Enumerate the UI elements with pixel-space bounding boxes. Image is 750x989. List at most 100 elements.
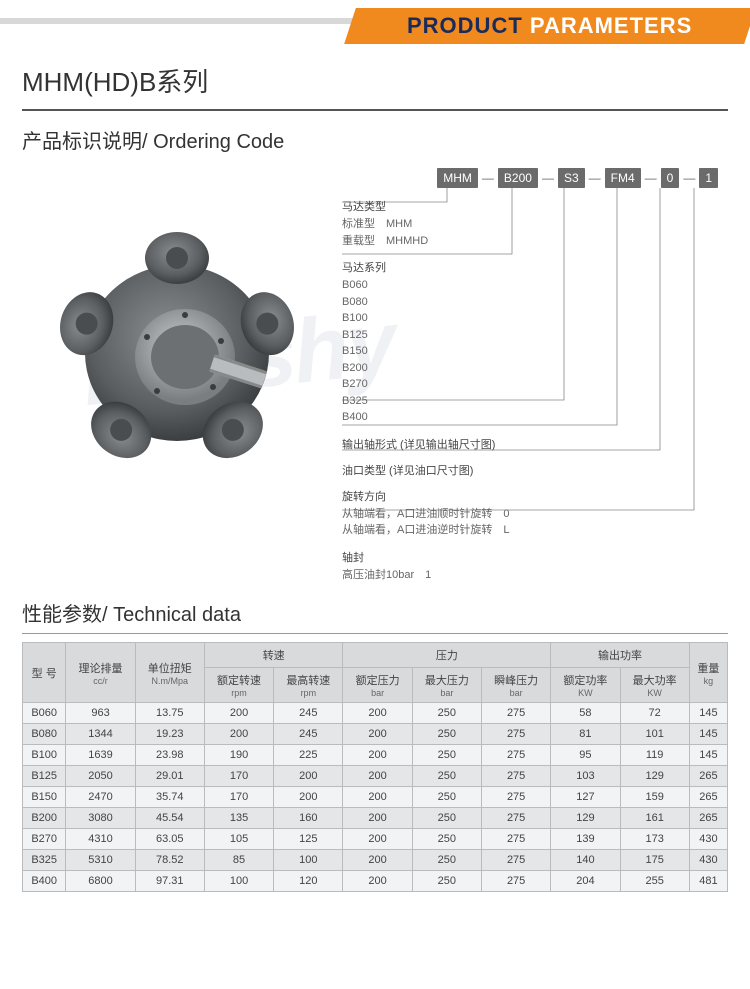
- table-cell: B080: [23, 724, 66, 745]
- table-cell: B125: [23, 766, 66, 787]
- table-cell: 204: [551, 871, 620, 892]
- table-cell: 275: [481, 724, 550, 745]
- table-cell: B400: [23, 871, 66, 892]
- desc-line: B325: [342, 393, 718, 410]
- table-cell: 100: [204, 871, 273, 892]
- desc-line: B125: [342, 327, 718, 344]
- table-cell: 275: [481, 766, 550, 787]
- table-cell: 250: [412, 787, 481, 808]
- desc-heading: 输出轴形式 (详见输出轴尺寸图): [342, 436, 718, 452]
- table-cell: 200: [343, 745, 412, 766]
- table-cell: 250: [412, 703, 481, 724]
- desc-group: 旋转方向从轴端看，A口进油顺时针旋转 0从轴端看，A口进油逆时针旋转 L: [342, 488, 718, 539]
- table-cell: B100: [23, 745, 66, 766]
- table-cell: 200: [274, 787, 343, 808]
- table-cell: 78.52: [135, 850, 204, 871]
- table-cell: 170: [204, 766, 273, 787]
- desc-group: 输出轴形式 (详见输出轴尺寸图): [342, 436, 718, 452]
- table-cell: 120: [274, 871, 343, 892]
- table-row: B125205029.01170200200250275103129265: [23, 766, 728, 787]
- table-cell: 19.23: [135, 724, 204, 745]
- table-header: 转速: [204, 643, 343, 668]
- code-boxes: MHM—B200—S3—FM4—0—1: [437, 168, 718, 188]
- table-cell: 245: [274, 724, 343, 745]
- table-cell: 200: [343, 808, 412, 829]
- table-cell: 265: [689, 787, 727, 808]
- table-cell: 3080: [66, 808, 135, 829]
- table-cell: 101: [620, 724, 689, 745]
- desc-line: 从轴端看，A口进油逆时针旋转 L: [342, 522, 718, 539]
- desc-heading: 马达系列: [342, 259, 718, 275]
- desc-line: B400: [342, 409, 718, 426]
- table-cell: 225: [274, 745, 343, 766]
- table-subheader: 瞬峰压力bar: [481, 668, 550, 703]
- desc-line: B150: [342, 343, 718, 360]
- table-header: 型 号: [23, 643, 66, 703]
- table-cell: 200: [343, 766, 412, 787]
- table-cell: 145: [689, 703, 727, 724]
- desc-line: 高压油封10bar 1: [342, 567, 718, 584]
- table-cell: 963: [66, 703, 135, 724]
- table-cell: 119: [620, 745, 689, 766]
- code-box: 0: [661, 168, 680, 188]
- table-cell: 23.98: [135, 745, 204, 766]
- desc-line: 标准型 MHM: [342, 216, 718, 233]
- table-cell: 103: [551, 766, 620, 787]
- table-row: B150247035.74170200200250275127159265: [23, 787, 728, 808]
- table-cell: 200: [204, 703, 273, 724]
- table-row: B325531078.5285100200250275140175430: [23, 850, 728, 871]
- table-cell: 2050: [66, 766, 135, 787]
- table-cell: B150: [23, 787, 66, 808]
- code-box: MHM: [437, 168, 478, 188]
- table-cell: 190: [204, 745, 273, 766]
- table-cell: 275: [481, 703, 550, 724]
- table-cell: 200: [274, 766, 343, 787]
- desc-line: B060: [342, 277, 718, 294]
- desc-heading: 旋转方向: [342, 488, 718, 504]
- table-cell: 159: [620, 787, 689, 808]
- table-cell: B325: [23, 850, 66, 871]
- table-subheader: 额定功率KW: [551, 668, 620, 703]
- code-box: B200: [498, 168, 538, 188]
- table-cell: 430: [689, 829, 727, 850]
- code-dash: —: [589, 171, 601, 185]
- table-cell: 275: [481, 787, 550, 808]
- code-box: 1: [699, 168, 718, 188]
- table-cell: 200: [343, 871, 412, 892]
- table-cell: 6800: [66, 871, 135, 892]
- ordering-diagram: Hanshy: [22, 168, 728, 588]
- table-cell: 250: [412, 745, 481, 766]
- table-cell: 255: [620, 871, 689, 892]
- table-header: 压力: [343, 643, 551, 668]
- code-dash: —: [683, 171, 695, 185]
- table-cell: 140: [551, 850, 620, 871]
- table-cell: 161: [620, 808, 689, 829]
- table-cell: 430: [689, 850, 727, 871]
- table-row: B080134419.2320024520025027581101145: [23, 724, 728, 745]
- banner-word1: PRODUCT: [407, 13, 523, 38]
- desc-line: 重载型 MHMHD: [342, 233, 718, 250]
- table-cell: 129: [551, 808, 620, 829]
- table-cell: 173: [620, 829, 689, 850]
- desc-group: 马达系列B060B080B100B125B150B200B270B325B400: [342, 259, 718, 426]
- table-cell: 1344: [66, 724, 135, 745]
- desc-line: 从轴端看，A口进油顺时针旋转 0: [342, 506, 718, 523]
- table-cell: 265: [689, 808, 727, 829]
- desc-group: 轴封高压油封10bar 1: [342, 549, 718, 584]
- table-cell: 200: [343, 829, 412, 850]
- banner-orange-bar: PRODUCT PARAMETERS: [344, 8, 750, 44]
- desc-heading: 马达类型: [342, 198, 718, 214]
- table-cell: 139: [551, 829, 620, 850]
- table-row: B100163923.9819022520025027595119145: [23, 745, 728, 766]
- table-cell: 13.75: [135, 703, 204, 724]
- table-cell: 29.01: [135, 766, 204, 787]
- table-cell: 100: [274, 850, 343, 871]
- table-cell: 45.54: [135, 808, 204, 829]
- table-cell: 72: [620, 703, 689, 724]
- tech-title: 性能参数/ Technical data: [22, 598, 728, 634]
- table-subheader: 最大功率KW: [620, 668, 689, 703]
- table-subheader: 额定转速rpm: [204, 668, 273, 703]
- table-cell: 275: [481, 829, 550, 850]
- table-row: B200308045.54135160200250275129161265: [23, 808, 728, 829]
- desc-group: 马达类型标准型 MHM重载型 MHMHD: [342, 198, 718, 249]
